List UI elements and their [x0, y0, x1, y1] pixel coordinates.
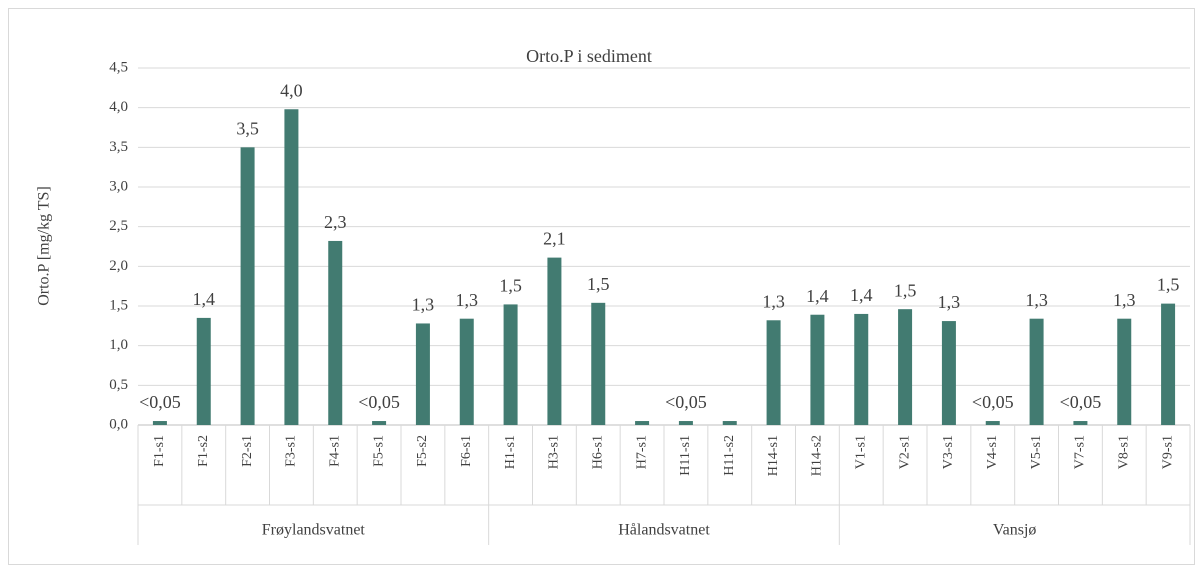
bar [459, 318, 474, 425]
x-tick-label: H1-s1 [503, 435, 518, 469]
bar [1073, 421, 1088, 425]
x-tick-label: H14-s1 [766, 435, 781, 476]
y-tick-label: 4,0 [109, 99, 128, 115]
y-tick-label: 1,5 [109, 297, 128, 313]
bar [1161, 303, 1176, 425]
chart-border [8, 8, 1195, 565]
bar [635, 421, 650, 425]
y-tick-label: 0,5 [109, 377, 128, 393]
group-label: Hålandsvatnet [618, 522, 710, 539]
x-tick-label: F2-s1 [240, 435, 255, 467]
y-tick-label: 2,5 [109, 218, 128, 234]
x-tick-label: F3-s1 [284, 435, 299, 467]
group-label: Frøylandsvatnet [262, 522, 366, 539]
x-tick-label: V1-s1 [853, 435, 868, 469]
y-axis-label: Orto.P [mg/kg TS] [36, 186, 53, 306]
data-label: 4,0 [280, 80, 303, 100]
x-tick-label: H3-s1 [547, 435, 562, 469]
data-label: 1,4 [850, 285, 873, 305]
bar [591, 302, 606, 425]
bar [503, 304, 518, 425]
bar [152, 421, 167, 425]
bar [328, 240, 343, 425]
data-label: <0,05 [972, 392, 1014, 412]
x-tick-label: H11-s2 [722, 435, 737, 476]
bar [985, 421, 1000, 425]
data-label: 2,1 [543, 229, 566, 249]
bar [196, 317, 211, 425]
data-label: 3,5 [236, 118, 259, 138]
x-tick-label: V2-s1 [897, 435, 912, 469]
bar [722, 421, 737, 425]
y-tick-label: 3,0 [109, 178, 128, 194]
x-tick-label: V4-s1 [985, 435, 1000, 469]
x-tick-label: H7-s1 [634, 435, 649, 469]
x-tick-label: H11-s1 [678, 435, 693, 476]
bar [284, 109, 299, 426]
bar [898, 309, 913, 425]
y-tick-label: 4,5 [109, 59, 128, 75]
data-label: <0,05 [358, 392, 400, 412]
bar [766, 320, 781, 425]
data-label: 1,3 [1113, 290, 1136, 310]
data-label: 1,5 [1157, 275, 1180, 295]
data-label: 1,5 [499, 276, 522, 296]
data-label: 1,3 [938, 292, 961, 312]
bar [1117, 318, 1132, 425]
chart-title: Orto.P i sediment [526, 46, 652, 66]
x-tick-label: V7-s1 [1073, 435, 1088, 469]
y-tick-label: 2,0 [109, 258, 128, 274]
y-tick-label: 3,5 [109, 139, 128, 155]
x-tick-label: V8-s1 [1116, 435, 1131, 469]
x-tick-label: H14-s2 [810, 435, 825, 476]
data-label: 1,4 [806, 286, 829, 306]
x-tick-label: V5-s1 [1029, 435, 1044, 469]
bar [1029, 318, 1044, 425]
x-tick-label: F6-s1 [459, 435, 474, 467]
x-tick-label: F4-s1 [327, 435, 342, 467]
bar [547, 257, 562, 425]
data-label: 1,3 [1025, 290, 1048, 310]
x-tick-label: F5-s2 [415, 435, 430, 467]
data-label: 1,3 [762, 291, 785, 311]
x-tick-label: V9-s1 [1160, 435, 1175, 469]
data-label: 1,5 [894, 280, 917, 300]
bar [678, 421, 693, 425]
x-tick-label: V3-s1 [941, 435, 956, 469]
data-label: <0,05 [665, 392, 707, 412]
x-tick-label: F1-s1 [152, 435, 167, 467]
bar [941, 321, 956, 425]
title-background [520, 46, 658, 67]
bar [415, 323, 430, 425]
data-label: 1,4 [193, 289, 216, 309]
y-tick-label: 0,0 [109, 416, 128, 432]
x-tick-label: H6-s1 [590, 435, 605, 469]
x-tick-label: F5-s1 [371, 435, 386, 467]
data-label: 1,3 [456, 290, 479, 310]
y-tick-label: 1,0 [109, 337, 128, 353]
bar [854, 313, 869, 425]
data-label: <0,05 [139, 392, 181, 412]
group-label: Vansjø [993, 522, 1037, 539]
bar [372, 421, 387, 425]
x-tick-label: F1-s2 [196, 435, 211, 467]
data-label: 1,3 [412, 295, 435, 315]
bar [240, 147, 255, 426]
data-label: 1,5 [587, 274, 610, 294]
bar [810, 314, 825, 425]
data-label: <0,05 [1060, 392, 1102, 412]
data-label: 2,3 [324, 212, 347, 232]
